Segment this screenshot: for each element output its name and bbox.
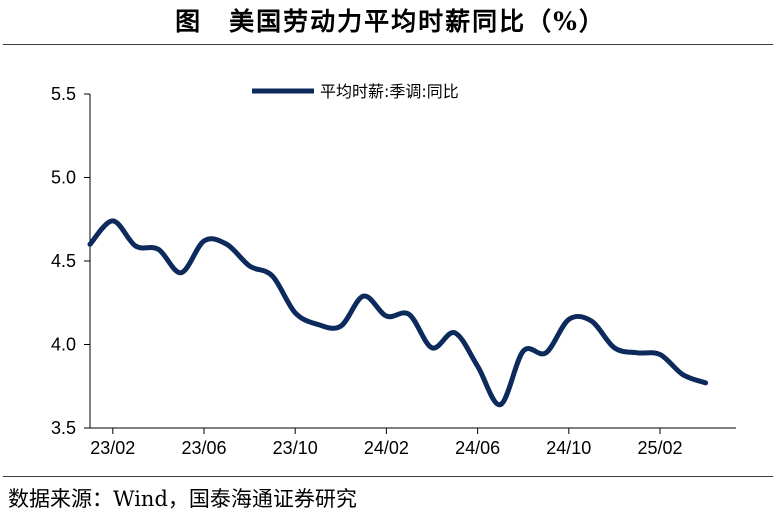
legend-label: 平均时薪:季调:同比 [320,82,459,101]
x-tick-label: 23/10 [273,438,318,458]
source-divider [3,476,773,477]
x-tick-label: 23/06 [181,438,226,458]
data-point [680,372,685,377]
data-point [521,349,526,354]
data-point [635,350,640,355]
data-point [156,247,161,252]
title-divider [3,44,773,45]
y-tick-label: 3.5 [51,418,76,438]
data-point [133,243,138,248]
data-point [612,345,617,350]
data-point [202,238,207,243]
data-point [589,319,594,324]
data-point [361,294,366,299]
y-tick-labels: 3.5 4.0 4.5 5.0 5.5 [51,84,76,438]
chart-title: 图 美国劳动力平均时薪同比（%） [175,7,606,36]
x-tick-label: 24/10 [546,438,591,458]
data-point [430,345,435,350]
y-tick-label: 4.0 [51,335,76,355]
data-point [224,242,229,247]
line-chart: 3.5 4.0 4.5 5.0 5.5 23/02 23/06 23/10 24/02 24/0… [51,82,736,458]
series-line [87,218,709,408]
data-point [658,352,663,357]
data-point [179,270,184,275]
data-point [270,274,275,279]
x-tick-label: 23/02 [90,438,135,458]
data-point [316,322,321,327]
y-tick-label: 4.5 [51,251,76,271]
data-point [475,364,480,369]
x-tick-label: 24/02 [364,438,409,458]
x-tick-label: 25/02 [637,438,682,458]
x-tick-label: 24/06 [455,438,500,458]
data-point [498,402,503,407]
data-point [338,324,343,329]
data-point [544,350,549,355]
data-point [110,218,115,223]
data-point [293,310,298,315]
data-point [452,330,457,335]
data-point [703,380,708,385]
data-point [407,312,412,317]
y-tick-label: 5.5 [51,84,76,104]
data-point [247,264,252,269]
data-point [566,317,571,322]
series-group [87,218,709,408]
y-tick-label: 5.0 [51,168,76,188]
x-tick-labels: 23/02 23/06 23/10 24/02 24/06 24/10 25/02 [90,438,682,458]
chart-axes [84,93,736,434]
legend: 平均时薪:季调:同比 [252,82,459,101]
data-point [384,314,389,319]
source-note: 数据来源：Wind，国泰海通证券研究 [8,487,357,511]
data-point [88,242,93,247]
